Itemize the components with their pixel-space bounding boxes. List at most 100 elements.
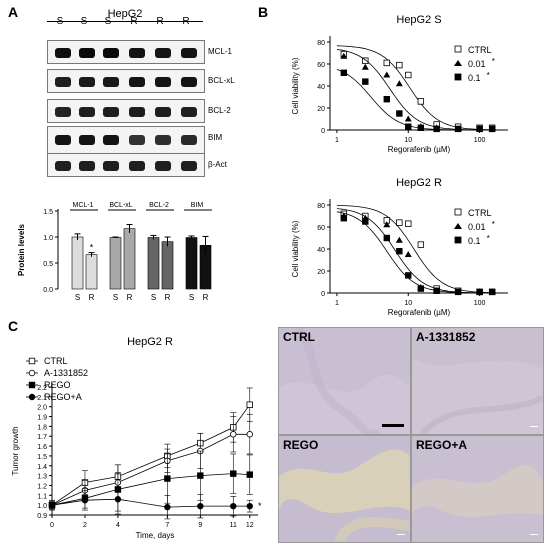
y-tick-label: 1.4 — [37, 464, 47, 471]
data-point — [383, 234, 390, 242]
lane-label: S — [104, 16, 112, 27]
y-tick-label: 0.5 — [43, 261, 53, 268]
data-point — [417, 124, 425, 131]
data-point — [405, 220, 412, 227]
data-point — [396, 219, 403, 226]
data-point — [361, 63, 369, 70]
data-point — [395, 236, 403, 243]
data-point — [383, 221, 391, 228]
blot-band — [103, 135, 119, 145]
data-point — [433, 287, 440, 294]
scale-bar — [530, 426, 538, 427]
significance-mark: * — [492, 220, 495, 229]
legend-marker — [454, 223, 462, 229]
legend-label: REGO — [44, 380, 71, 390]
dose-response-r-chart: HepG2 R 0 20 40 60 80 1 10 100 Cell viability (%)… — [291, 177, 508, 317]
legend-label: 0.01 — [468, 222, 486, 232]
x-tick-label: S — [189, 293, 194, 302]
blot-band — [155, 48, 171, 58]
blot-band — [155, 161, 171, 171]
data-point — [383, 59, 390, 67]
ihc-image-ctrl: CTRL — [278, 327, 411, 435]
legend-marker — [28, 369, 36, 377]
blot-header-line — [47, 21, 203, 22]
data-point — [246, 502, 253, 510]
blot-band — [129, 161, 145, 171]
panel-label-a: A — [8, 4, 19, 20]
legend-marker — [454, 60, 462, 66]
data-point — [383, 96, 390, 103]
data-point — [340, 215, 348, 222]
legend-label: CTRL — [468, 45, 492, 55]
y-tick-label: 1.1 — [37, 493, 47, 500]
data-point — [81, 497, 89, 504]
data-point — [417, 98, 425, 105]
data-point — [417, 285, 425, 292]
lane-label: S — [56, 16, 64, 27]
data-point — [405, 71, 412, 79]
legend-label: 0.1 — [468, 236, 481, 246]
data-point — [230, 502, 237, 510]
tissue-texture — [412, 436, 543, 542]
blot-band — [103, 161, 119, 171]
y-tick-label: 20 — [317, 106, 325, 113]
tissue-texture — [279, 328, 410, 434]
significance-mark: * — [258, 501, 262, 511]
ihc-image-rego-a: REGO+A — [411, 435, 544, 543]
blot-band — [79, 48, 95, 58]
x-tick-label: 4 — [116, 522, 120, 529]
x-tick-label: S — [151, 293, 156, 302]
blot-band — [155, 135, 171, 145]
y-tick-label: 0 — [321, 128, 325, 135]
chart-title: HepG2 S — [396, 14, 441, 26]
y-axis-label: Cell viability (%) — [291, 220, 300, 277]
legend-label: 0.1 — [468, 73, 481, 83]
data-point — [454, 125, 462, 133]
panel-label-b: B — [258, 4, 269, 20]
fit-curve — [336, 69, 497, 131]
ihc-label-rego-a: REGO+A — [416, 438, 468, 452]
fit-curve — [336, 45, 497, 131]
data-point — [362, 57, 369, 64]
y-tick-label: 1.0 — [43, 235, 53, 242]
ihc-image-rego: REGO — [278, 435, 411, 543]
x-tick-label: 100 — [474, 137, 486, 144]
tissue-texture — [412, 328, 543, 434]
y-tick-label: 1.2 — [37, 483, 47, 490]
fit-curve — [336, 205, 497, 294]
blot-band — [79, 107, 95, 117]
series-line — [51, 404, 251, 506]
blot-protein-label: BIM — [208, 133, 223, 142]
chart-title: HepG2 R — [396, 177, 442, 189]
data-point — [362, 218, 369, 225]
data-point — [395, 80, 403, 87]
bar — [109, 237, 122, 290]
data-point — [404, 251, 412, 257]
x-tick-label: 0 — [50, 522, 54, 529]
x-tick-label: R — [165, 293, 171, 302]
y-tick-label: 40 — [317, 84, 325, 91]
chart-title: HepG2 R — [127, 336, 173, 348]
data-point — [417, 241, 425, 248]
legend-label: 0.01 — [468, 59, 486, 69]
legend-marker — [28, 357, 36, 365]
bar — [85, 254, 98, 290]
tissue-texture — [279, 436, 410, 542]
x-tick-label: 7 — [165, 522, 169, 529]
data-point — [396, 248, 403, 255]
y-tick-label: 20 — [317, 269, 325, 276]
legend-label: CTRL — [468, 208, 492, 218]
blot-band — [55, 107, 71, 117]
blot-band — [129, 48, 145, 58]
data-point — [396, 61, 403, 69]
blot-band — [155, 77, 171, 87]
y-tick-label: 0.0 — [43, 287, 53, 294]
y-tick-label: 2.1 — [37, 395, 47, 402]
blot-band — [55, 161, 71, 171]
data-point — [476, 125, 483, 133]
significance-mark: * — [487, 234, 490, 243]
blot-band — [181, 161, 197, 171]
legend-marker — [28, 381, 36, 389]
blot-protein-label: MCL-1 — [208, 47, 233, 56]
